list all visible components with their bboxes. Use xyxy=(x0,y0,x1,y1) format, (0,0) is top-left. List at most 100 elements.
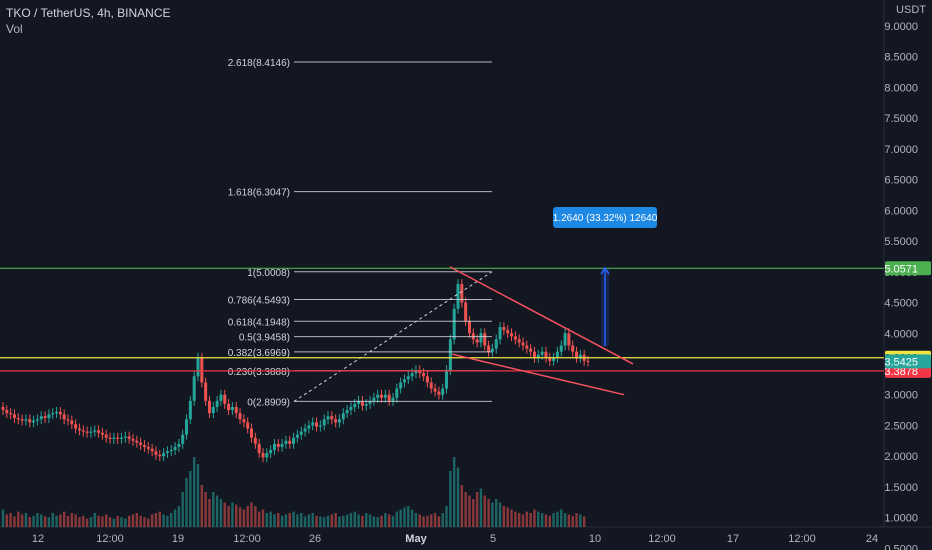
candle-body xyxy=(173,446,177,451)
volume-bar xyxy=(101,516,104,527)
candle-body xyxy=(20,419,24,421)
volume-bar xyxy=(510,509,513,527)
volume-bar xyxy=(502,506,506,527)
volume-bar xyxy=(521,514,525,527)
candle-body xyxy=(418,370,422,374)
fib-level-label: 0.236(3.3888) xyxy=(228,367,290,378)
chart-legend: TKO / TetherUS, 4h, BINANCE Vol xyxy=(6,5,171,37)
candle-body xyxy=(58,411,62,415)
candle-body xyxy=(563,333,567,346)
candle-body xyxy=(257,443,261,454)
candle-body xyxy=(380,394,384,398)
volume-label: Vol xyxy=(6,22,23,36)
volume-bar xyxy=(189,471,192,527)
volume-bar xyxy=(414,513,418,527)
candle-body xyxy=(295,434,299,438)
symbol-title[interactable]: TKO / TetherUS, 4h, BINANCE xyxy=(6,6,171,20)
volume-bar xyxy=(181,492,184,527)
candle-body xyxy=(502,327,506,331)
candle-body xyxy=(357,400,361,404)
volume-bar xyxy=(334,513,337,527)
volume-bar xyxy=(280,515,284,527)
candle-body xyxy=(39,416,43,420)
candle-body xyxy=(89,431,93,433)
candle-body xyxy=(253,437,257,444)
candle-body xyxy=(414,370,418,374)
volume-bar xyxy=(212,492,215,527)
candle-body xyxy=(5,410,9,414)
candle-body xyxy=(284,440,288,444)
candle-body xyxy=(330,416,334,420)
volume-bar xyxy=(154,513,158,527)
candle-body xyxy=(433,388,437,392)
volume-bar xyxy=(200,485,204,527)
currency-label: USDT xyxy=(896,4,926,16)
volume-bar xyxy=(261,509,265,527)
measure-label: 1.2640 (33.32%) 12640 xyxy=(553,213,658,224)
fib-level-label: 0(2.8909) xyxy=(247,397,290,408)
volume-bar xyxy=(147,518,150,527)
volume-bar xyxy=(579,514,582,527)
volume-bar xyxy=(85,518,89,527)
volume-bar xyxy=(353,511,356,527)
candle-body xyxy=(55,411,59,414)
candle-body xyxy=(35,419,39,421)
volume-bar xyxy=(560,509,563,527)
candle-body xyxy=(315,422,319,427)
volume-bar xyxy=(387,514,391,527)
volume-bar xyxy=(97,515,100,527)
candle-body xyxy=(334,419,338,423)
volume-bar xyxy=(365,513,368,527)
time-tick-label: 12:00 xyxy=(648,533,676,545)
candle-body xyxy=(479,333,483,343)
candle-body xyxy=(1,406,5,411)
candle-body xyxy=(559,345,563,352)
volume-bar xyxy=(74,514,77,527)
volume-bar xyxy=(399,509,402,527)
volume-bar xyxy=(303,516,307,527)
candle-body xyxy=(441,388,445,395)
volume-bar xyxy=(116,515,119,527)
candle-body xyxy=(200,357,204,383)
price-badge xyxy=(885,261,931,276)
volume-bar xyxy=(322,517,326,527)
candle-body xyxy=(326,416,330,420)
volume-bar xyxy=(426,515,429,527)
volume-bar xyxy=(170,513,173,527)
candle-body xyxy=(234,406,238,414)
volume-bar xyxy=(78,517,81,527)
time-tick-label: 12:00 xyxy=(96,533,124,545)
fib-level-label: 0.382(3.6969) xyxy=(228,348,290,359)
candle-body xyxy=(242,419,246,423)
volume-bar xyxy=(284,514,288,527)
candle-body xyxy=(120,437,124,439)
candle-body xyxy=(74,424,78,429)
volume-bar xyxy=(483,495,486,527)
candle-body xyxy=(544,351,548,358)
volume-bar xyxy=(361,515,364,527)
candle-body xyxy=(47,414,51,419)
price-tick-label: 4.5000 xyxy=(884,298,918,310)
volume-bar xyxy=(372,516,376,527)
measure-label-box xyxy=(553,207,657,228)
volume-bar xyxy=(135,513,139,527)
volume-bar xyxy=(456,467,460,527)
candle-body xyxy=(517,339,521,343)
candle-body xyxy=(571,345,575,352)
volume-bar xyxy=(24,513,28,527)
fib-level-label: 2.618(8.4146) xyxy=(228,58,290,69)
candle-body xyxy=(288,440,292,444)
volume-bar xyxy=(506,507,509,527)
volume-bar xyxy=(166,515,169,527)
price-tick-label: 8.0000 xyxy=(884,82,918,94)
candle-body xyxy=(292,437,296,444)
volume-bar xyxy=(59,514,62,527)
volume-bar xyxy=(143,517,146,527)
candle-body xyxy=(185,419,189,435)
price-tick-label: 7.0000 xyxy=(884,144,918,156)
volume-bar xyxy=(185,478,188,527)
volume-bar xyxy=(13,516,16,527)
candle-body xyxy=(9,413,13,415)
candle-body xyxy=(467,320,471,334)
